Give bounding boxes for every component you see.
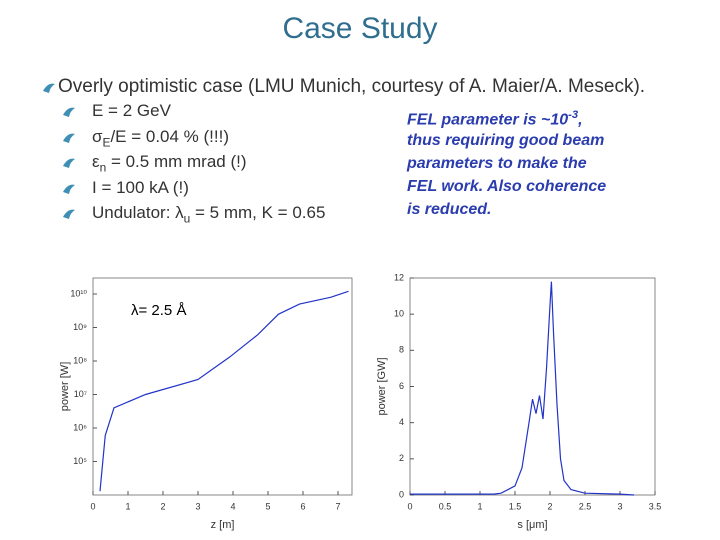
text-run: ε	[92, 152, 100, 171]
sub-bullet: εn = 0.5 mm mrad (!)	[92, 152, 247, 174]
data-line	[410, 281, 635, 496]
note-line: FEL work. Also coherence	[407, 178, 606, 196]
x-tick-label: 0	[407, 501, 412, 511]
x-tick-label: 3	[195, 501, 200, 511]
note-line: thus requiring good beam	[407, 132, 604, 150]
y-tick-label: 10⁹	[73, 322, 87, 332]
x-tick-label: 2	[160, 501, 165, 511]
text-run: E = 2 GeV	[92, 101, 171, 120]
note-line: parameters to make the	[407, 155, 587, 173]
bullet-icon	[63, 133, 75, 143]
x-tick-label: 0.5	[439, 501, 452, 511]
note-line: is reduced.	[407, 201, 491, 219]
x-tick-label: 1	[477, 501, 482, 511]
sub-bullet: Undulator: λu = 5 mm, K = 0.65	[92, 203, 325, 225]
plot-frame	[92, 277, 353, 496]
text-run: is reduced.	[407, 201, 492, 218]
text-run: σ	[92, 126, 103, 146]
annotation: λ= 2.5 Å	[131, 302, 186, 319]
y-tick-label: 10⁸	[73, 355, 87, 365]
y-tick-label: 10	[394, 309, 404, 319]
text-run: ,	[578, 111, 583, 129]
bullet-text: Overly optimistic case (LMU Munich, cour…	[58, 76, 646, 97]
x-tick-label: 4	[230, 501, 235, 511]
y-tick-label: 10⁷	[74, 389, 87, 399]
y-tick-label: 4	[399, 417, 404, 427]
x-tick-label: 2	[547, 501, 552, 511]
note-line: FEL parameter is ~10-3,	[407, 109, 583, 129]
y-tick-label: 6	[399, 381, 404, 391]
subscript: n	[99, 160, 107, 175]
y-tick-label: 2	[399, 453, 404, 463]
slide-title: Case Study	[282, 12, 438, 45]
text-run: = 5 mm, K = 0.65	[190, 203, 326, 222]
bullet-icon	[63, 184, 75, 194]
y-tick-label: 10¹⁰	[70, 288, 87, 298]
y-tick-label: 0	[399, 489, 404, 499]
sub-bullet: E = 2 GeV	[92, 101, 171, 121]
x-tick-label: 1.5	[509, 501, 522, 511]
x-tick-label: 5	[265, 501, 270, 511]
bullet-icon	[63, 209, 75, 219]
text-run: FEL work. Also coherence	[407, 178, 607, 195]
bullet-icon	[43, 83, 55, 93]
subscript: u	[183, 211, 191, 226]
data-line	[99, 290, 349, 492]
y-axis-label: power [W]	[59, 362, 71, 412]
bullet-icon	[63, 107, 75, 117]
x-tick-label: 3.5	[649, 501, 662, 511]
y-tick-label: 10⁶	[73, 422, 87, 432]
y-tick-label: 10⁵	[73, 456, 87, 466]
y-tick-label: 8	[399, 345, 404, 355]
subscript: E	[102, 134, 111, 149]
text-run: Undulator: λ	[92, 203, 184, 222]
text-run: I = 100 kA (!)	[92, 177, 189, 197]
plot-frame	[409, 277, 656, 496]
text-run: FEL parameter is ~10	[407, 111, 569, 129]
x-tick-label: 1	[125, 501, 130, 511]
bullet-icon	[63, 158, 75, 168]
x-tick-label: 6	[300, 501, 305, 511]
sub-bullet: σE/E = 0.04 % (!!!)	[92, 127, 229, 149]
x-tick-label: 2.5	[579, 501, 592, 511]
text-run: /E = 0.04 % (!!!)	[110, 126, 230, 146]
sub-bullet: I = 100 kA (!)	[92, 178, 189, 198]
x-axis-label: s [μm]	[517, 519, 547, 531]
x-axis-label: z [m]	[211, 519, 235, 531]
x-tick-label: 3	[617, 501, 622, 511]
text-run: parameters to make the	[407, 155, 587, 172]
x-tick-label: 0	[90, 501, 95, 511]
y-axis-label: power [GW]	[376, 357, 388, 415]
text-run: thus requiring good beam	[407, 132, 605, 149]
y-tick-label: 12	[394, 272, 404, 282]
x-tick-label: 7	[335, 501, 340, 511]
supscript: -3	[568, 109, 579, 121]
text-run: = 0.5 mm mrad (!)	[106, 152, 247, 171]
